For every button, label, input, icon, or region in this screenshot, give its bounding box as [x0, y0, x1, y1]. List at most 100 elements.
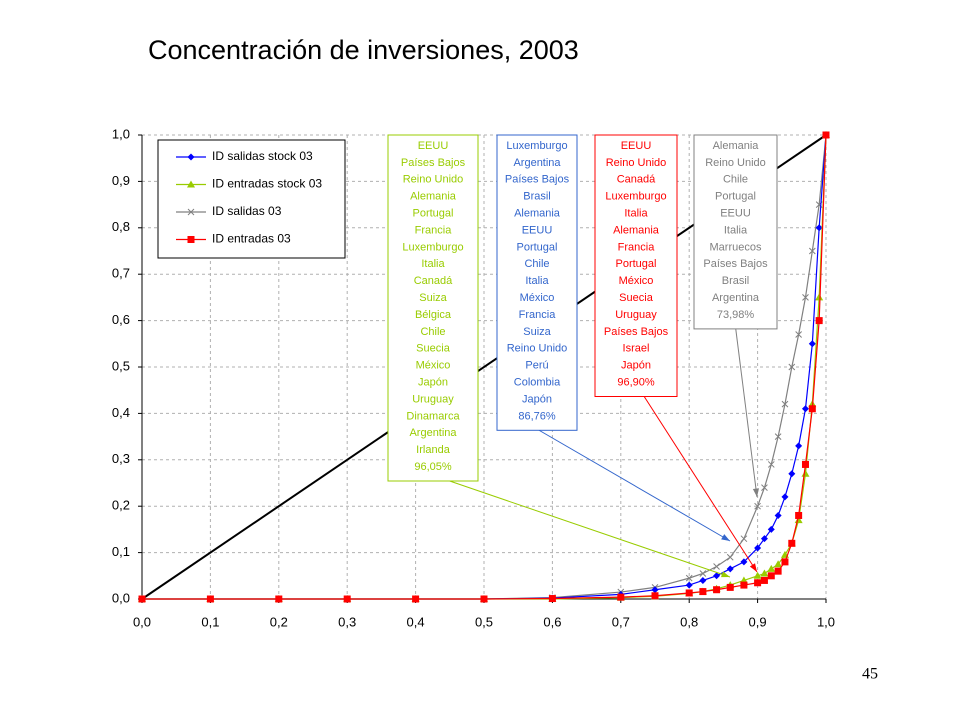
marker: [801, 469, 810, 477]
annotation-text: México: [520, 292, 555, 304]
chart-title: Concentración de inversiones, 2003: [148, 35, 579, 65]
marker: [795, 331, 802, 338]
marker: [767, 525, 775, 533]
marker: [767, 564, 776, 572]
x-tick-label: 0,4: [407, 614, 425, 629]
x-tick-label: 0,8: [680, 614, 698, 629]
annotation-text: Italia: [724, 224, 748, 236]
annotation-arrow: [734, 322, 758, 498]
annotation-text: México: [619, 275, 654, 287]
annotation-text: Suecia: [416, 343, 451, 355]
marker: [480, 595, 488, 603]
annotation-box: [693, 134, 778, 330]
marker: [815, 317, 823, 325]
annotation-text: Portugal: [715, 191, 756, 203]
annotation-text: Chile: [723, 174, 748, 186]
annotation-text: Suiza: [419, 292, 447, 304]
annotation-text: Reino Unido: [507, 343, 568, 355]
arrow-head: [721, 534, 730, 541]
marker: [760, 569, 769, 577]
marker: [753, 571, 762, 579]
x-tick-label: 0,5: [475, 614, 493, 629]
marker: [754, 502, 761, 510]
annotation-text: Perú: [525, 360, 548, 372]
legend-label: ID entradas 03: [212, 232, 291, 246]
y-tick-label: 0,2: [112, 498, 130, 513]
marker: [760, 576, 768, 584]
annotation-text: Reino Unido: [606, 157, 667, 169]
annotation-text: Japón: [522, 393, 552, 405]
annotation-text: Luxemburgo: [605, 191, 666, 203]
marker: [815, 293, 824, 301]
x-tick-label: 1,0: [817, 614, 835, 629]
annotation-text: Países Bajos: [703, 258, 768, 270]
marker: [808, 247, 816, 255]
annotation-text: Uruguay: [412, 393, 454, 405]
annotation-text: Italia: [624, 208, 648, 220]
annotation-text: Chile: [524, 258, 549, 270]
annotation-text: Alemania: [410, 191, 457, 203]
x-tick-label: 0,1: [201, 614, 219, 629]
annotation-text: Japón: [418, 377, 448, 389]
marker: [808, 405, 816, 413]
annotation-text: Colombia: [514, 377, 561, 389]
marker: [754, 579, 762, 587]
annotation-text: Dinamarca: [406, 410, 460, 422]
marker: [713, 572, 721, 580]
marker: [781, 400, 789, 408]
x-tick-label: 0,3: [338, 614, 356, 629]
marker: [788, 363, 796, 371]
marker: [788, 470, 796, 478]
marker: [187, 208, 195, 216]
annotation-box: [594, 134, 678, 397]
marker: [767, 461, 775, 468]
marker: [788, 539, 796, 547]
marker: [187, 180, 195, 188]
annotation-text: Reino Unido: [403, 174, 464, 186]
annotation-text: Marruecos: [710, 241, 762, 253]
y-tick-label: 0,3: [112, 451, 130, 466]
marker: [774, 567, 782, 575]
marker: [548, 595, 556, 603]
x-tick-label: 0,7: [612, 614, 630, 629]
marker: [781, 493, 789, 501]
marker: [774, 511, 782, 519]
marker: [740, 535, 748, 543]
annotation-text: 96,90%: [617, 377, 655, 389]
marker: [781, 558, 789, 566]
annotation-text: EEUU: [720, 208, 751, 220]
legend-label: ID entradas stock 03: [212, 177, 322, 191]
y-tick-label: 0,9: [112, 173, 130, 188]
annotation-text: 86,76%: [518, 410, 556, 422]
annotation-text: EEUU: [418, 140, 449, 152]
annotation-text: 96,05%: [414, 461, 452, 473]
marker: [617, 593, 625, 601]
marker: [740, 558, 748, 566]
arrow-head: [721, 571, 730, 578]
annotation-box: [387, 134, 479, 482]
annotation-text: Argentina: [712, 292, 760, 304]
marker: [808, 340, 816, 348]
annotation-arrow: [639, 389, 758, 573]
annotation-text: Irlanda: [416, 444, 451, 456]
marker: [802, 294, 809, 301]
annotation-text: Francia: [618, 241, 656, 253]
annotation-text: Francia: [519, 309, 557, 321]
annotation-text: Brasil: [523, 191, 551, 203]
annotation-text: Portugal: [616, 258, 657, 270]
marker: [795, 511, 803, 519]
page-number: 45: [862, 666, 878, 683]
marker: [815, 224, 823, 232]
annotation-text: Alemania: [514, 208, 561, 220]
marker: [767, 572, 775, 580]
marker: [343, 595, 351, 603]
marker: [412, 595, 420, 603]
annotation-arrow: [437, 476, 731, 578]
annotation-text: Suecia: [619, 292, 654, 304]
marker: [822, 131, 830, 139]
annotation-text: Bélgica: [415, 309, 452, 321]
legend-label: ID salidas stock 03: [212, 149, 313, 163]
annotation-text: Portugal: [517, 241, 558, 253]
x-tick-label: 0,0: [133, 614, 151, 629]
